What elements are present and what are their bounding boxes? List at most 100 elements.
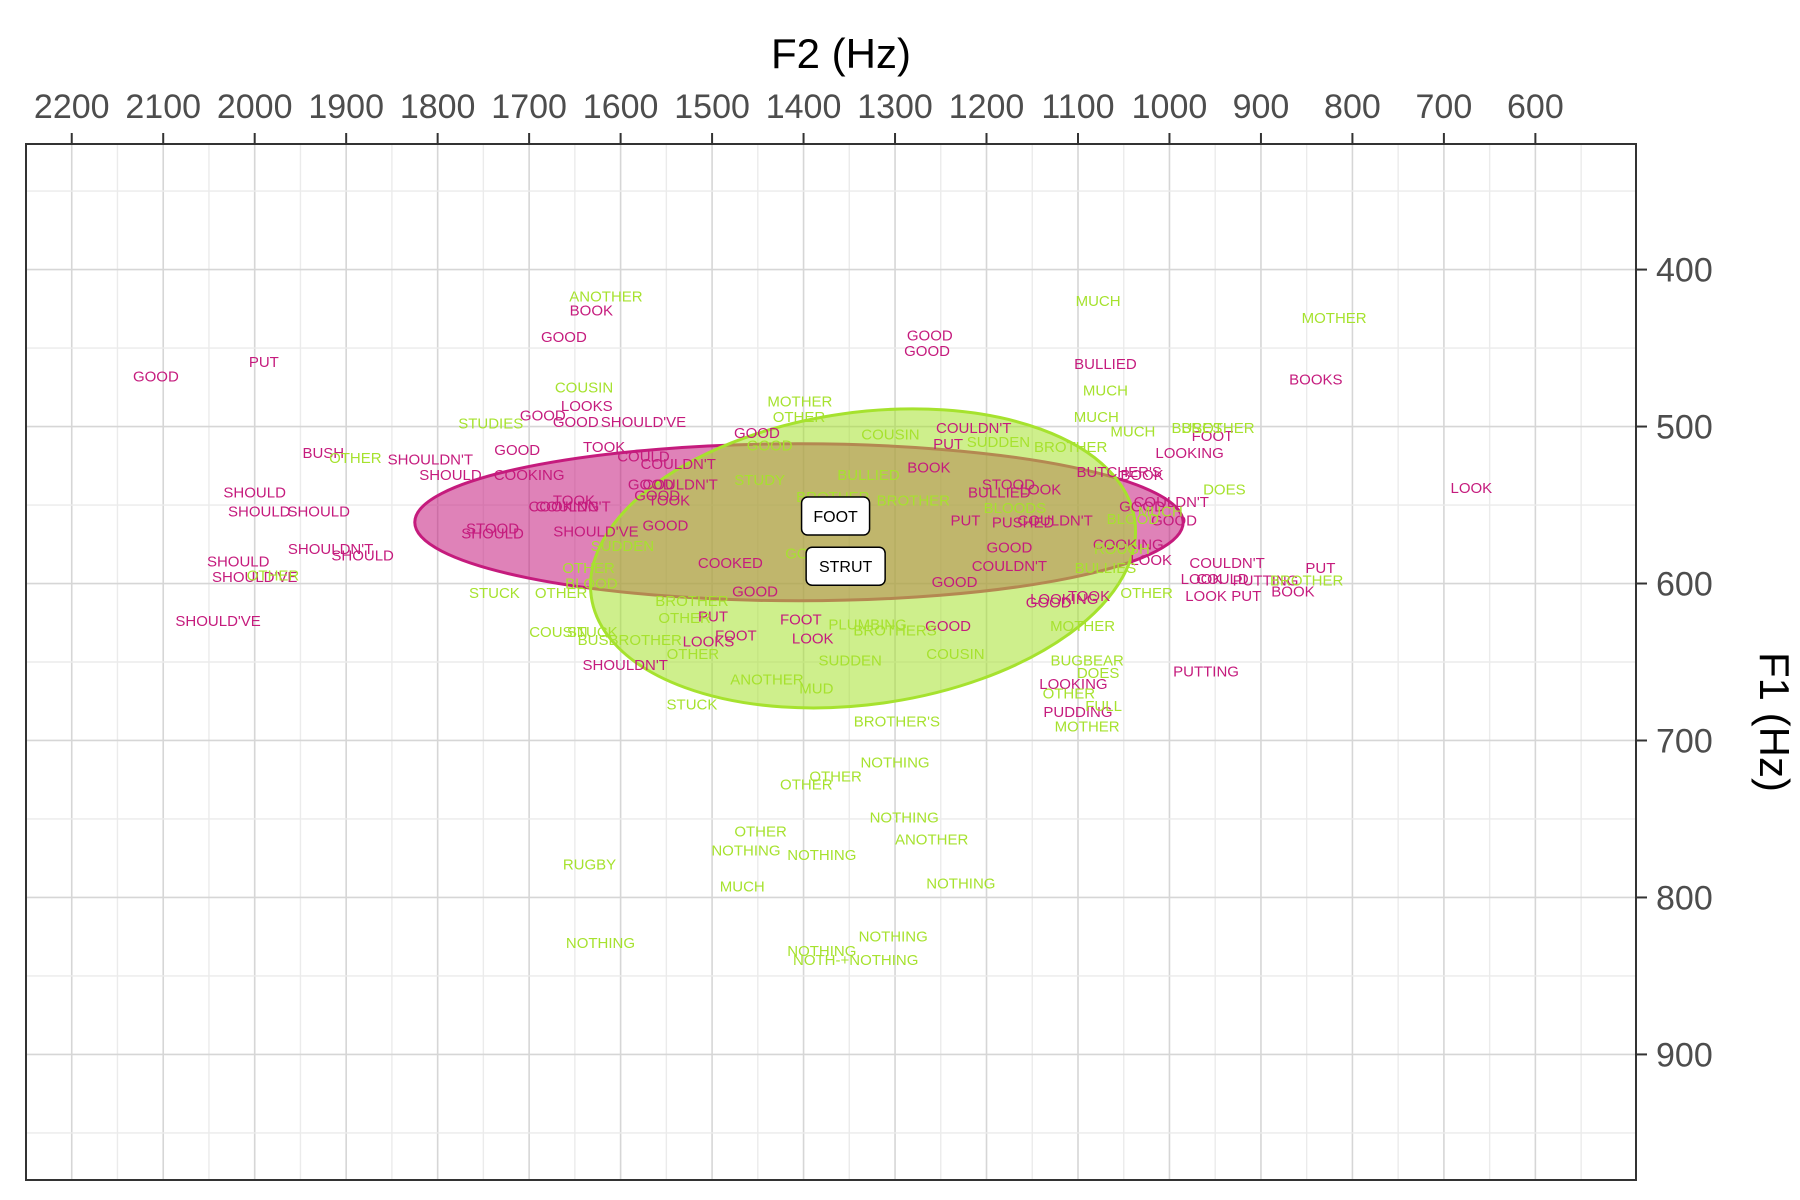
word-point: SHOULD'VE xyxy=(601,414,686,431)
word-point: SHOULD'VE xyxy=(553,524,638,541)
x-tick-label: 1200 xyxy=(949,88,1025,126)
word-point: FULL xyxy=(1085,698,1122,715)
word-point: SHOULD xyxy=(331,547,394,564)
word-point: LOOK xyxy=(1450,480,1492,497)
word-point: BLOOD xyxy=(1107,511,1160,528)
word-point: GOOD xyxy=(932,574,978,591)
word-point: NOTHING xyxy=(787,847,856,864)
word-point: BUSES xyxy=(1171,420,1222,437)
word-point: PUTTING xyxy=(1173,663,1239,680)
y-tick-label: 600 xyxy=(1656,566,1713,604)
word-point: MOTHER xyxy=(1302,310,1367,327)
word-point: COUSIN xyxy=(861,426,919,443)
word-point: MUCH xyxy=(720,878,765,895)
y-axis-title: F1 (Hz) xyxy=(1751,652,1798,792)
word-point: MOTHER xyxy=(1050,618,1115,635)
word-point: BROTHER xyxy=(1270,572,1344,589)
word-point: MUD xyxy=(799,681,833,698)
vowel-label-strut: STRUT xyxy=(819,559,873,576)
word-point: STUDY xyxy=(734,472,785,489)
word-point: PLUMBING xyxy=(828,616,906,633)
word-point: GOOD xyxy=(747,437,793,454)
word-point: MUCH xyxy=(1074,409,1119,426)
word-point: COULDN'T xyxy=(972,558,1047,575)
word-point: FOOT xyxy=(715,627,757,644)
word-point: NOTHING xyxy=(926,875,995,892)
word-point: BOOK xyxy=(1271,583,1314,600)
word-point: PUSHED xyxy=(992,514,1055,531)
y-axis-ticks: 400 500 600 700 800 900 xyxy=(1636,252,1713,1074)
vowel-labels: FOOT STRUT xyxy=(800,496,886,586)
word-point: LOOKING xyxy=(1039,676,1107,693)
x-tick-label: 700 xyxy=(1416,88,1473,126)
word-point: COUSIN xyxy=(926,646,984,663)
word-point: BULLIED xyxy=(968,484,1031,501)
grid-lines xyxy=(25,144,1636,1180)
word-point: BOOKS xyxy=(1289,371,1342,388)
word-point: SHOULDN'T xyxy=(288,541,373,558)
x-tick-label: 1400 xyxy=(766,88,842,126)
word-point: LOOK xyxy=(1181,571,1223,588)
x-tick-label: 2000 xyxy=(217,88,293,126)
word-point: MUCH xyxy=(1076,293,1121,310)
word-point: BROTHER xyxy=(1181,420,1255,437)
word-point: BOOK xyxy=(1120,467,1163,484)
word-point: SHOULDN'T xyxy=(582,657,667,674)
word-point: SUDDEN xyxy=(591,538,654,555)
word-point: DOES xyxy=(1077,665,1120,682)
word-point: MOTHER xyxy=(1055,718,1120,735)
x-tick-label: 1600 xyxy=(583,88,659,126)
word-point: BROTHER xyxy=(877,492,951,509)
word-point: COUSIN xyxy=(555,379,613,396)
word-point: TOOK xyxy=(648,492,690,509)
word-point: BUSBROTHER xyxy=(578,632,682,649)
word-point: LOOK xyxy=(1020,481,1062,498)
word-point: NOTHING xyxy=(566,935,635,952)
x-tick-label: 600 xyxy=(1507,88,1564,126)
word-point: COULDN'T xyxy=(1134,494,1209,511)
word-point: OTHER xyxy=(667,646,720,663)
word-point: STUDIES xyxy=(458,415,523,432)
word-point: COULD xyxy=(617,448,670,465)
x-tick-label: 1800 xyxy=(400,88,476,126)
word-point: GOOD xyxy=(734,425,780,442)
word-point: ROUGH xyxy=(1094,541,1150,558)
word-point: OTHER xyxy=(773,409,826,426)
word-point: SUDDEN xyxy=(819,652,882,669)
word-point: GOOD xyxy=(732,583,778,600)
y-tick-label: 400 xyxy=(1656,252,1713,290)
word-point: PUT xyxy=(1305,560,1335,577)
x-tick-label: 1300 xyxy=(857,88,933,126)
word-point: SHOULD'VE xyxy=(175,613,260,630)
word-point: FOOT xyxy=(1192,428,1234,445)
word-point: MUCH xyxy=(1138,503,1183,520)
word-point: STUCK xyxy=(567,624,618,641)
x-tick-label: 1500 xyxy=(674,88,750,126)
word-point: NOTH-+NOTHING xyxy=(793,952,918,969)
vowel-label-foot: FOOT xyxy=(813,509,858,526)
word-point: STOOD xyxy=(466,521,519,538)
word-point: LOOK xyxy=(792,630,834,647)
word-point: BOOK xyxy=(907,459,950,476)
word-point: NOTHING xyxy=(870,809,939,826)
word-point: PUT xyxy=(698,608,728,625)
word-point: COOKING xyxy=(1093,536,1164,553)
word-point: GOOD xyxy=(986,539,1032,556)
word-point: COOKING xyxy=(494,467,565,484)
word-point: GOOD xyxy=(1026,594,1072,611)
word-point: TOOK xyxy=(553,492,595,509)
y-tick-label: 500 xyxy=(1656,409,1713,447)
word-point: NOTHING xyxy=(787,943,856,960)
word-point: STOOD xyxy=(982,477,1035,494)
word-point: PUTTING xyxy=(1233,572,1299,589)
word-point: OTHER xyxy=(809,769,862,786)
word-point: COULDN'T xyxy=(641,456,716,473)
word-point: DOES xyxy=(1203,481,1246,498)
word-point: PUT xyxy=(950,513,980,530)
word-point: SHOULD xyxy=(228,503,291,520)
word-point: COOKED xyxy=(698,555,763,572)
word-point: GOOD xyxy=(925,618,971,635)
word-point: LOOK xyxy=(1130,552,1172,569)
word-point: SHOULD xyxy=(223,484,286,501)
